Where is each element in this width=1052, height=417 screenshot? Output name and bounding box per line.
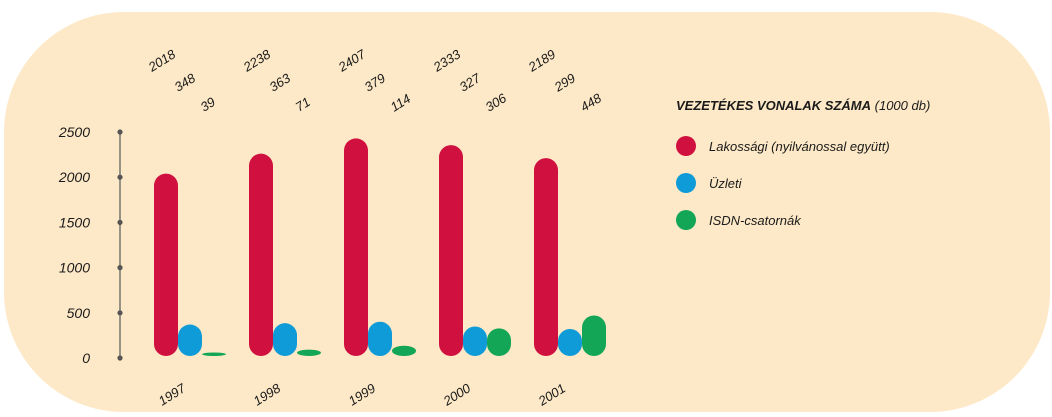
bar-2000-s0 <box>439 145 463 356</box>
bar-2001-s0 <box>534 158 558 356</box>
bar-1998-s2 <box>297 349 321 356</box>
bar-2000-s2 <box>487 328 511 356</box>
value-label-1999-s0: 2407 <box>335 46 369 75</box>
bar-1997-s0 <box>154 173 178 356</box>
legend-swatch-lakossagi <box>676 136 696 156</box>
value-label-1999-s1: 379 <box>362 70 388 94</box>
value-label-2001-s2: 448 <box>578 90 605 115</box>
legend-swatch-uzleti <box>676 173 696 193</box>
value-label-1997-s0: 2018 <box>145 46 179 75</box>
legend-label-uzleti: Üzleti <box>709 176 742 191</box>
chart-title-unit: (1000 db) <box>874 98 931 113</box>
bar-1997-s1 <box>178 324 202 356</box>
y-tick-dot-1500 <box>117 219 123 225</box>
value-label-2000-s0: 2333 <box>430 46 464 75</box>
value-label-1997-s2: 39 <box>198 94 218 114</box>
x-tick-label-2000: 2000 <box>440 380 474 409</box>
y-tick-dot-2000 <box>117 174 123 180</box>
chart-title-main: VEZETÉKES VONALAK SZÁMA <box>676 98 872 113</box>
y-tick-dot-500 <box>117 310 123 316</box>
value-label-2000-s2: 306 <box>483 90 510 115</box>
y-tick-label-500: 500 <box>67 305 91 321</box>
value-label-1998-s2: 71 <box>293 94 313 114</box>
chart-title: VEZETÉKES VONALAK SZÁMA (1000 db) <box>676 98 930 113</box>
legend-label-lakossagi: Lakossági (nyilvánossal együtt) <box>709 139 890 154</box>
bar-2000-s1 <box>463 326 487 356</box>
value-label-2000-s1: 327 <box>457 70 484 95</box>
x-tick-label-2001: 2001 <box>535 380 568 409</box>
legend-swatch-isdn <box>676 210 696 230</box>
value-label-1999-s2: 114 <box>388 91 414 115</box>
value-label-1998-s1: 363 <box>267 70 294 95</box>
y-tick-label-1000: 1000 <box>59 260 90 276</box>
bar-1997-s2 <box>202 352 226 356</box>
legend-label-isdn: ISDN-csatornák <box>709 213 801 228</box>
value-label-1997-s1: 348 <box>172 70 199 95</box>
bar-1998-s1 <box>273 323 297 356</box>
y-tick-label-2500: 2500 <box>58 124 90 140</box>
x-tick-label-1997: 1997 <box>156 380 189 408</box>
y-tick-dot-0 <box>117 355 123 361</box>
bar-1998-s0 <box>249 153 273 356</box>
value-label-2001-s0: 2189 <box>525 46 558 75</box>
bar-2001-s2 <box>582 315 606 356</box>
bar-1999-s1 <box>368 321 392 356</box>
x-tick-label-1999: 1999 <box>346 380 378 408</box>
y-tick-label-0: 0 <box>82 350 90 366</box>
value-label-1998-s0: 2238 <box>240 46 274 75</box>
y-tick-dot-1000 <box>117 265 123 271</box>
y-tick-dot-2500 <box>117 129 123 135</box>
y-tick-label-2000: 2000 <box>58 169 90 185</box>
bar-2001-s1 <box>558 328 582 356</box>
x-tick-label-1998: 1998 <box>251 380 284 408</box>
legend: VEZETÉKES VONALAK SZÁMA (1000 db) Lakoss… <box>676 98 930 230</box>
value-label-2001-s1: 299 <box>551 70 578 95</box>
y-tick-label-1500: 1500 <box>59 214 90 230</box>
bar-1999-s2 <box>392 345 416 356</box>
bar-1999-s0 <box>344 138 368 356</box>
